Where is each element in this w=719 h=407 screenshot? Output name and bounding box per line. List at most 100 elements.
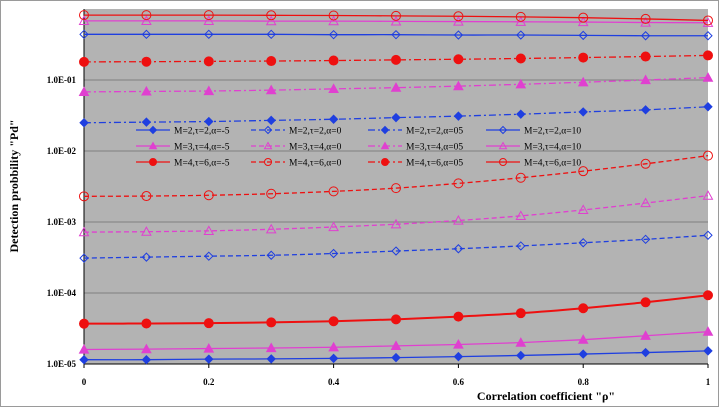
data-point (203, 10, 214, 21)
data-point (78, 86, 90, 96)
legend-entry: M=3,τ=4,α=10 (486, 141, 581, 153)
data-point (578, 238, 588, 248)
data-point (390, 15, 402, 26)
legend-label: M=4,τ=6,α=0 (289, 159, 342, 169)
data-point (141, 343, 152, 354)
legend-swatch-marker (264, 158, 272, 166)
series-line (83, 195, 709, 233)
y-tick-label: 1.0E-01 (47, 75, 77, 85)
data-point (391, 314, 401, 325)
data-point (453, 11, 464, 22)
data-point (204, 251, 214, 261)
data-point (141, 56, 152, 67)
series-line (83, 20, 709, 24)
data-point (390, 82, 402, 92)
data-point (265, 223, 277, 234)
data-point (141, 10, 152, 21)
data-point (141, 252, 152, 262)
data-point (203, 318, 214, 329)
data-point (453, 30, 464, 40)
data-point (141, 191, 152, 202)
data-point (516, 241, 526, 251)
series-line (83, 155, 709, 197)
legend-swatch-marker (498, 141, 508, 150)
data-point (516, 109, 526, 119)
data-point (516, 30, 526, 40)
data-point (577, 204, 589, 215)
data-point (515, 337, 527, 347)
data-point (577, 76, 589, 87)
data-point (453, 178, 464, 189)
data-point (578, 303, 589, 314)
data-point (266, 56, 277, 67)
data-point (640, 297, 651, 308)
legend-swatch-marker (148, 141, 158, 150)
data-point (453, 80, 464, 91)
data-point (328, 83, 339, 93)
data-point (702, 326, 714, 336)
data-point (640, 31, 651, 41)
legend-label: M=2,τ=2,α=0 (289, 127, 342, 137)
legend-label: M=2,τ=2,α=05 (406, 127, 463, 137)
series-4 (79, 29, 713, 41)
data-point (79, 10, 89, 21)
series-1 (79, 346, 713, 365)
series-11 (79, 50, 713, 67)
data-point (265, 15, 277, 26)
x-tick-label: 0.4 (328, 377, 340, 387)
legend-swatch-marker (263, 125, 273, 135)
data-point (328, 353, 339, 364)
data-point (515, 11, 526, 22)
data-point (328, 221, 339, 232)
legend-label: M=2,τ=2,α=-5 (174, 127, 230, 137)
data-point (703, 230, 713, 240)
data-point (453, 244, 464, 254)
data-point (515, 172, 526, 183)
x-tick-label: 0.6 (453, 377, 465, 387)
data-point (203, 15, 215, 25)
data-point (702, 17, 714, 27)
data-point (640, 16, 651, 27)
data-point (141, 29, 152, 40)
data-point (390, 218, 402, 229)
data-point (204, 29, 214, 40)
legend-entry: M=4,τ=6,α=05 (368, 158, 463, 169)
data-point (328, 186, 339, 197)
data-point (640, 51, 651, 62)
data-point (79, 118, 89, 128)
legend-label: M=4,τ=6,α=05 (406, 159, 463, 169)
series-5 (78, 326, 714, 354)
series-12 (79, 10, 713, 26)
legend-entry: M=2,τ=2,α=05 (368, 125, 463, 137)
legend-entry: M=2,τ=2,α=-5 (136, 125, 230, 137)
data-point (703, 102, 713, 112)
x-tick-label: 1 (706, 377, 711, 387)
series-10 (79, 150, 713, 202)
data-point (266, 115, 276, 126)
data-point (453, 214, 464, 225)
legend-entry: M=3,τ=4,α=0 (251, 141, 342, 153)
legend-entry: M=4,τ=6,α=10 (486, 158, 581, 169)
data-point (266, 188, 277, 199)
data-point (266, 10, 277, 21)
data-point (203, 85, 215, 96)
data-point (141, 354, 152, 365)
legend-label: M=4,τ=6,α=10 (524, 159, 581, 169)
data-point (578, 12, 589, 23)
data-point (141, 117, 152, 127)
data-point (79, 253, 89, 263)
data-point (453, 311, 464, 322)
data-point (391, 246, 401, 256)
legend-label: M=2,τ=2,α=10 (524, 127, 581, 137)
data-point (203, 225, 215, 235)
data-point (515, 16, 527, 26)
x-tick-label: 0 (82, 377, 87, 387)
data-point (703, 150, 713, 161)
data-point (515, 53, 526, 64)
data-point (141, 85, 152, 96)
data-point (391, 10, 401, 21)
data-point (453, 16, 464, 26)
x-tick-label: 0.2 (203, 377, 215, 387)
data-point (640, 13, 651, 24)
